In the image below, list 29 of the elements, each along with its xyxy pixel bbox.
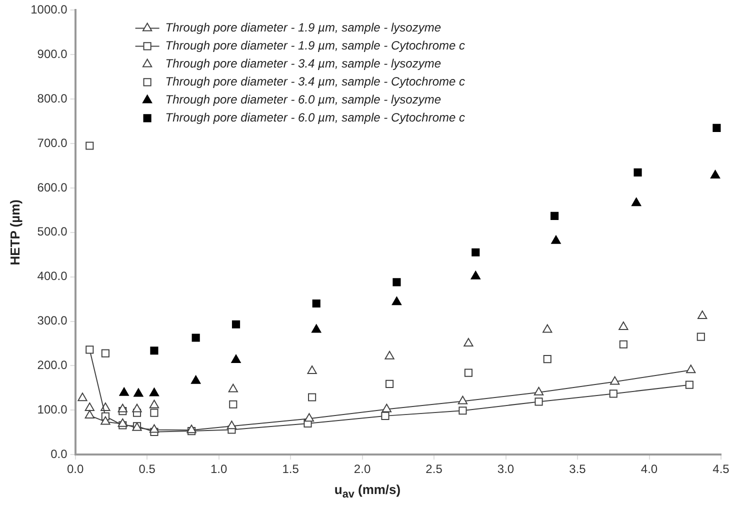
y-tick-label: 800.0 <box>37 91 68 106</box>
y-tick-label: 0.0 <box>50 446 68 461</box>
legend-label: Through pore diameter - 1.9 µm, sample - Cytochrome c <box>165 38 466 53</box>
x-tick-label: 1.0 <box>210 462 228 476</box>
x-tick-label: 4.5 <box>712 462 730 476</box>
legend-label: Through pore diameter - 3.4 µm, sample - Cytochrome c <box>165 74 466 89</box>
legend-label: Through pore diameter - 6.0 µm, sample - Cytochrome c <box>165 110 466 125</box>
y-tick-label: 600.0 <box>37 180 68 194</box>
y-tick-label: 500.0 <box>37 224 68 239</box>
x-tick-label: 4.0 <box>640 462 658 476</box>
legend-label: Through pore diameter - 6.0 µm, sample - lysozyme <box>165 92 442 107</box>
x-tick-label: 2.5 <box>426 462 443 476</box>
y-tick-label: 900.0 <box>37 46 68 61</box>
x-tick-label: 1.5 <box>282 462 300 476</box>
y-tick-label: 1000.0 <box>30 2 68 17</box>
x-tick-label: 0.5 <box>138 462 156 476</box>
legend-label: Through pore diameter - 3.4 µm, sample - lysozyme <box>165 56 442 71</box>
x-axis-title: u$_{av}$ (mm/s) <box>333 482 402 501</box>
y-tick-label: 400.0 <box>37 269 68 284</box>
y-tick-label: 300.0 <box>37 314 68 328</box>
x-tick-label: 3.5 <box>569 462 586 476</box>
x-tick-label: 0.0 <box>66 462 84 476</box>
y-tick-label: 700.0 <box>37 136 68 150</box>
legend-label: Through pore diameter - 1.9 µm, sample - lysozyme <box>165 20 442 35</box>
x-tick-label: 3.0 <box>497 462 514 476</box>
y-tick-label: 100.0 <box>37 402 68 416</box>
y-axis-title: HETP (µm) <box>7 200 22 266</box>
y-tick-label: 200.0 <box>37 358 68 372</box>
x-tick-label: 2.0 <box>354 462 371 476</box>
